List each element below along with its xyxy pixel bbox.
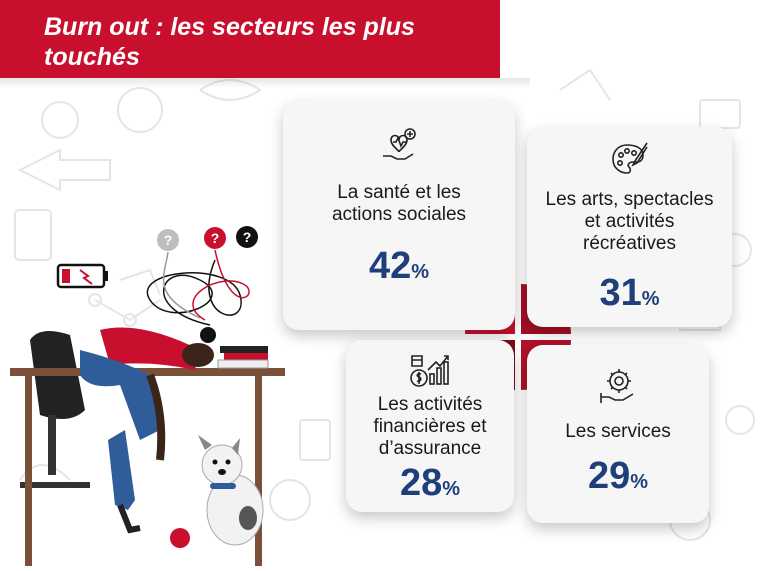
burnout-illustration: ? ? ? (10, 226, 285, 566)
card-finance-unit: % (442, 478, 461, 500)
card-arts: Les arts, spectacles et activités récréa… (527, 127, 732, 327)
card-finance-value: 28% (346, 462, 514, 505)
card-sante-label: La santé et les actions sociales (331, 182, 467, 225)
card-finance: Les activités financières et d’assurance… (346, 340, 514, 512)
question-mark-1: ? (164, 232, 173, 248)
low-battery-icon (56, 263, 108, 289)
card-arts-unit: % (641, 288, 660, 310)
card-sante-unit: % (411, 261, 430, 283)
card-finance-number: 28 (399, 462, 443, 504)
heart-hand-icon (383, 128, 416, 160)
card-services-unit: % (630, 471, 649, 493)
dog-illustration (198, 435, 264, 546)
palette-icon (612, 142, 648, 174)
card-finance-label: Les activités financières et d’assurance (373, 394, 487, 459)
finance-icon (410, 355, 449, 387)
card-sante-value: 42% (283, 245, 515, 288)
card-arts-label: Les arts, spectacles et activités récréa… (545, 189, 714, 254)
card-arts-number: 31 (599, 272, 642, 314)
card-services-label: Les services (565, 421, 671, 442)
card-services: Les services 29% (527, 345, 709, 523)
question-mark-2: ? (211, 230, 220, 246)
question-mark-3: ? (243, 229, 252, 245)
banner-shadow (0, 78, 530, 88)
title-banner (0, 0, 500, 78)
card-arts-value: 31% (527, 272, 732, 315)
card-sante-number: 42 (368, 245, 412, 287)
card-sante: La santé et les actions sociales 42% (283, 100, 515, 330)
card-services-value: 29% (527, 455, 709, 498)
page-title: Burn out : les secteurs les plus touchés (44, 13, 415, 71)
question-mark-bubbles: ? ? ? (157, 226, 258, 251)
gear-hand-icon (600, 369, 634, 403)
card-services-number: 29 (587, 455, 631, 497)
